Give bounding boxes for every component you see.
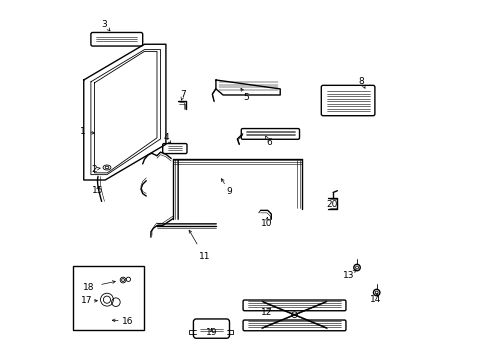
Text: 20: 20 bbox=[325, 200, 337, 209]
Text: 14: 14 bbox=[369, 295, 381, 304]
Text: 8: 8 bbox=[358, 77, 364, 86]
Text: 19: 19 bbox=[205, 328, 217, 337]
Text: 1: 1 bbox=[80, 127, 85, 136]
Text: 16: 16 bbox=[122, 316, 133, 325]
Text: 15: 15 bbox=[91, 185, 103, 194]
Bar bbox=[73, 266, 144, 330]
Text: 13: 13 bbox=[343, 271, 354, 280]
Text: 6: 6 bbox=[265, 138, 271, 147]
Text: 10: 10 bbox=[261, 219, 272, 228]
Text: 17: 17 bbox=[81, 296, 92, 305]
Text: 9: 9 bbox=[226, 187, 232, 196]
Text: 12: 12 bbox=[261, 308, 272, 317]
Text: 11: 11 bbox=[198, 252, 210, 261]
Text: 2: 2 bbox=[91, 165, 96, 174]
Text: 7: 7 bbox=[180, 90, 185, 99]
Text: 5: 5 bbox=[243, 93, 249, 102]
Text: 18: 18 bbox=[82, 283, 94, 292]
Text: 4: 4 bbox=[163, 132, 169, 141]
Text: 3: 3 bbox=[102, 20, 107, 29]
